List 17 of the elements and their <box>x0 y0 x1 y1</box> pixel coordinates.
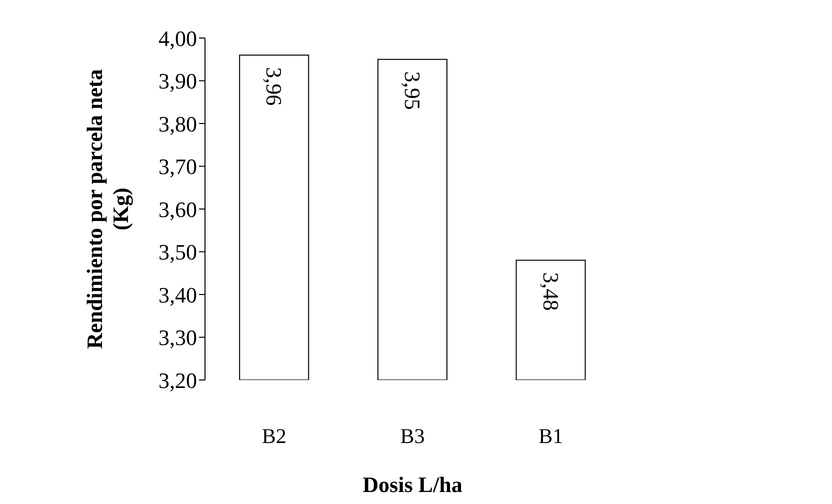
data-label: 3,48 <box>538 272 564 311</box>
data-label: 3,96 <box>262 67 287 106</box>
y-tick-label: 3,50 <box>158 240 197 265</box>
y-tick-label: 3,90 <box>158 68 197 94</box>
y-tick-label: 3,60 <box>158 196 197 222</box>
x-tick-label: B1 <box>538 424 564 448</box>
x-tick-label: B3 <box>400 424 425 448</box>
y-tick-label: 3,30 <box>158 325 197 350</box>
y-tick-label: 3,20 <box>158 368 197 393</box>
y-tick-label: 3,80 <box>158 111 197 136</box>
x-axis-title: Dosis L/ha <box>362 472 462 497</box>
y-tick-label: 4,00 <box>158 26 197 51</box>
data-label: 3,95 <box>400 71 425 110</box>
x-tick-label: B2 <box>262 424 286 448</box>
y-axis-title: Rendimiento por parcela neta (Kg) <box>82 69 133 349</box>
y-tick-label: 3,70 <box>158 154 197 180</box>
y-tick-label: 3,40 <box>158 282 197 308</box>
